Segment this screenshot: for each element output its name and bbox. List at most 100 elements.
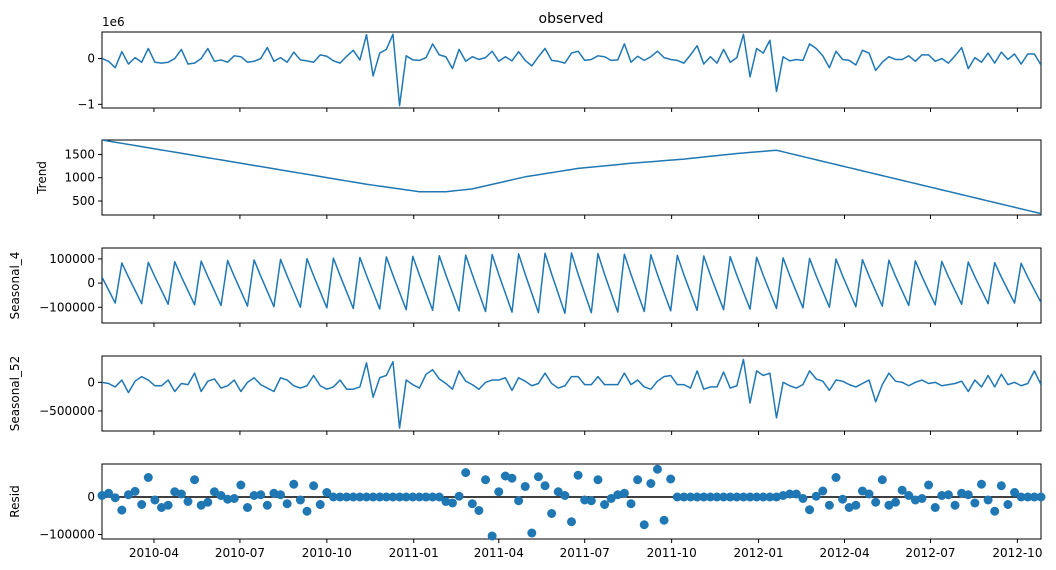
- y-axis-label: Seasonal_4: [8, 252, 22, 320]
- resid-point: [190, 475, 200, 485]
- resid-point: [110, 493, 120, 503]
- resid-point: [547, 509, 557, 518]
- resid-point: [791, 489, 801, 499]
- resid-point: [891, 497, 901, 507]
- series-line-seasonal_52: [102, 358, 1041, 429]
- resid-point: [593, 475, 603, 485]
- resid-point: [289, 479, 299, 489]
- chart-title: observed: [539, 11, 604, 27]
- x-tick-label: 2011-04: [474, 546, 524, 560]
- resid-point: [309, 481, 319, 491]
- resid-point: [1016, 492, 1026, 502]
- resid-point: [474, 506, 484, 515]
- resid-point: [1036, 492, 1046, 502]
- panel-frame: [101, 31, 1042, 109]
- resid-point: [322, 488, 332, 497]
- resid-point: [851, 500, 861, 510]
- resid-point: [203, 497, 213, 507]
- panel-frame: [101, 355, 1042, 432]
- resid-point: [514, 496, 524, 506]
- resid-point: [917, 494, 927, 503]
- panel-resid: −100000 0 Resid 2010-04 2010-07 2010-10 2011-0…: [8, 463, 1046, 560]
- resid-point: [414, 492, 424, 502]
- series-line-observed: [102, 33, 1041, 107]
- resid-point: [467, 499, 477, 509]
- resid-point: [679, 492, 689, 502]
- resid-point: [990, 506, 1000, 516]
- resid-point: [1010, 488, 1020, 497]
- series-line-seasonal_4: [102, 252, 1041, 315]
- resid-point: [818, 486, 828, 496]
- resid-point: [130, 486, 140, 496]
- resid-point: [864, 489, 874, 499]
- panel-seasonal_4: −100000 0 100000 Seasonal_4: [8, 247, 1042, 327]
- y-tick-label: −100000: [39, 528, 95, 542]
- resid-point: [897, 485, 907, 495]
- resid-point: [745, 492, 755, 502]
- resid-point: [527, 528, 537, 538]
- resid-point: [461, 468, 471, 478]
- resid-point: [560, 491, 570, 500]
- resid-point: [924, 480, 934, 490]
- resid-point: [507, 473, 517, 483]
- resid-point: [963, 490, 973, 500]
- resid-point: [811, 491, 821, 501]
- resid-point: [342, 492, 352, 502]
- x-tick-label: 2012-01: [733, 546, 783, 560]
- panel-frame: [101, 463, 1042, 540]
- resid-point: [276, 490, 286, 500]
- resid-point: [765, 492, 775, 502]
- resid-point: [626, 499, 636, 509]
- x-tick-label: 2012-04: [819, 546, 869, 560]
- resid-point: [824, 500, 834, 510]
- resid-point: [216, 491, 226, 500]
- resid-point: [752, 492, 762, 502]
- y-tick-label: −1: [77, 97, 95, 111]
- resid-point: [348, 492, 358, 502]
- resid-point: [725, 492, 735, 502]
- resid-point: [712, 492, 722, 502]
- resid-point: [553, 487, 563, 497]
- panel-seasonal_52: −500000 0 Seasonal_52: [8, 355, 1042, 435]
- resid-point: [236, 480, 246, 490]
- resid-point: [586, 496, 596, 506]
- y-axis-label: Seasonal_52: [8, 356, 22, 432]
- y-tick-label: −500000: [39, 404, 95, 418]
- resid-point: [533, 472, 543, 482]
- resid-point: [282, 499, 292, 509]
- resid-point: [242, 503, 252, 512]
- y-tick-label: 0: [87, 276, 95, 290]
- y-tick-label: 0: [87, 52, 95, 66]
- resid-point: [494, 487, 504, 497]
- resid-point: [573, 470, 583, 480]
- y-tick-label: 0: [87, 375, 95, 389]
- resid-point: [520, 482, 530, 491]
- resid-point: [315, 500, 325, 509]
- resid-point: [580, 495, 590, 505]
- resid-point: [831, 473, 841, 482]
- resid-point: [137, 500, 147, 509]
- resid-point: [362, 492, 372, 502]
- panel-trend: 500 1000 1500 Trend: [35, 139, 1042, 219]
- resid-point: [758, 492, 768, 502]
- resid-point: [256, 490, 266, 500]
- resid-point: [335, 492, 345, 502]
- resid-point: [619, 488, 629, 498]
- resid-point: [600, 500, 610, 509]
- resid-point: [785, 489, 795, 499]
- resid-point: [117, 505, 127, 515]
- resid-point: [805, 505, 815, 515]
- x-tick-label: 2011-10: [647, 546, 697, 560]
- resid-point: [652, 464, 662, 474]
- resid-point: [381, 492, 391, 502]
- resid-point: [447, 498, 457, 508]
- y-tick-label: 1000: [64, 171, 95, 185]
- resid-point: [123, 490, 133, 500]
- resid-point: [943, 490, 953, 500]
- y-axis-label: Resid: [8, 485, 22, 517]
- y-tick-label: −100000: [39, 300, 95, 314]
- resid-point: [176, 489, 186, 499]
- x-tick-label: 2012-10: [992, 546, 1042, 560]
- resid-point: [209, 487, 219, 497]
- resid-point: [375, 492, 385, 502]
